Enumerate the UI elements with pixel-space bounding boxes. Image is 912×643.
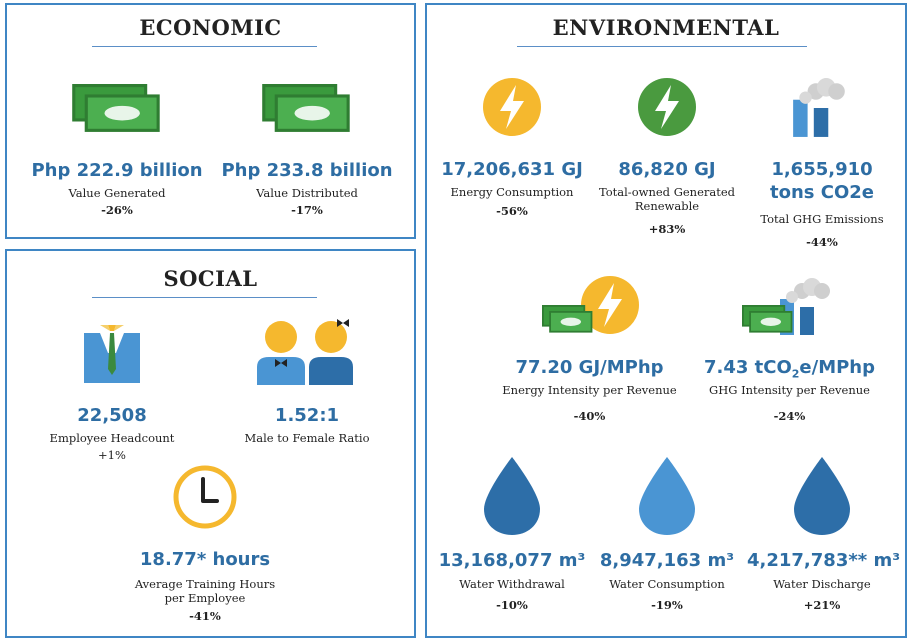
factory-emissions-icon (793, 78, 845, 137)
value-generated-value: Php 222.9 billion (31, 160, 203, 181)
water-drop-icon (639, 457, 695, 535)
value-distributed-change: -17% (291, 203, 323, 217)
employee-headcount-label: Employee Headcount (49, 431, 175, 445)
male-female-label: Male to Female Ratio (244, 431, 370, 445)
water-withdrawal-label: Water Withdrawal (459, 577, 565, 591)
ghg-intensity-label: GHG Intensity per Revenue (709, 383, 870, 397)
water-drop-icon (794, 457, 850, 535)
environmental-title: ENVIRONMENTAL (552, 15, 780, 40)
social-title-rule (92, 297, 317, 298)
value-distributed-value: Php 233.8 billion (221, 160, 393, 181)
value-generated-label: Value Generated (68, 186, 166, 200)
energy-intensity-value: 77.20 GJ/MPhp (515, 357, 664, 378)
money-energy-icon (542, 276, 639, 334)
water-consumption-label: Water Consumption (609, 577, 725, 591)
energy-intensity-change: -40% (573, 409, 606, 423)
economic-title: ECONOMIC (139, 15, 282, 40)
energy-consumption-value: 17,206,631 GJ (441, 159, 583, 180)
energy-intensity-label: Energy Intensity per Revenue (502, 383, 677, 397)
training-hours-value: 18.77* hours (139, 549, 271, 570)
renewable-change: +83% (648, 222, 686, 236)
ghg-emissions-label: Total GHG Emissions (760, 212, 884, 226)
value-distributed-item: Php 233.8 billion Value Distributed -17% (212, 80, 402, 230)
water-discharge-value: 4,217,783** m³ (747, 550, 901, 571)
renewable-value: 86,820 GJ (618, 159, 716, 180)
employee-icon (84, 325, 140, 383)
male-female-value: 1.52:1 (274, 405, 340, 426)
water-discharge-item: 4,217,783** m³ Water Discharge +21% (747, 457, 901, 627)
energy-consumption-change: -56% (496, 204, 528, 218)
water-drop-icon (484, 457, 540, 535)
water-withdrawal-item: 13,168,077 m³ Water Withdrawal -10% (437, 457, 587, 627)
money-factory-icon (742, 278, 830, 335)
ghg-emissions-value-line1: 1,655,910 (771, 159, 873, 180)
environmental-panel: ENVIRONMENTAL 17,206,631 GJ Energy Consu… (425, 3, 907, 638)
ghg-emissions-change: -44% (806, 235, 838, 249)
economic-title-rule (92, 46, 317, 47)
ghg-intensity-change: -24% (773, 409, 806, 423)
training-hours-label-line2: per Employee (164, 591, 246, 605)
ghg-intensity-item: 7.43 tCO2e/MPhp GHG Intensity per Revenu… (702, 275, 877, 435)
economic-panel: ECONOMIC Php 222.9 billion Value Generat… (5, 3, 416, 239)
energy-bolt-icon (483, 78, 541, 136)
employee-headcount-item: 22,508 Employee Headcount +1% (17, 319, 207, 469)
value-generated-item: Php 222.9 billion Value Generated -26% (22, 80, 212, 230)
money-icon (72, 84, 160, 132)
male-female-icon (257, 319, 353, 385)
energy-consumption-item: 17,206,631 GJ Energy Consumption -56% (437, 77, 587, 247)
energy-consumption-label: Energy Consumption (450, 185, 574, 199)
training-hours-change: -41% (189, 609, 221, 623)
ghg-emissions-item: 1,655,910 tons CO2e Total GHG Emissions … (747, 77, 897, 257)
renewable-label-line1: Total-owned Generated (598, 185, 736, 199)
male-female-item: 1.52:1 Male to Female Ratio (212, 319, 402, 469)
value-distributed-label: Value Distributed (256, 186, 358, 200)
clock-icon (173, 465, 237, 529)
renewable-item: 86,820 GJ Total-owned Generated Renewabl… (592, 77, 742, 247)
water-consumption-value: 8,947,163 m³ (599, 550, 735, 571)
renewable-label-line2: Renewable (634, 199, 700, 213)
water-consumption-item: 8,947,163 m³ Water Consumption -19% (592, 457, 742, 627)
training-hours-label-line1: Average Training Hours (134, 577, 276, 591)
social-panel: SOCIAL 22,508 Employee Headcount +1% 1.5… (5, 249, 416, 638)
employee-headcount-value: 22,508 (77, 405, 147, 426)
employee-headcount-change: +1% (98, 448, 126, 462)
training-hours-item: 18.77* hours Average Training Hours per … (110, 465, 300, 635)
ghg-emissions-value-line2: tons CO2e (769, 182, 874, 203)
energy-intensity-item: 77.20 GJ/MPhp Energy Intensity per Reven… (502, 275, 677, 435)
social-title: SOCIAL (163, 266, 258, 291)
value-generated-change: -26% (101, 203, 133, 217)
water-withdrawal-value: 13,168,077 m³ (438, 550, 586, 571)
water-consumption-change: -19% (651, 598, 683, 612)
environmental-title-rule (517, 46, 807, 47)
water-discharge-change: +21% (803, 598, 841, 612)
money-icon (262, 84, 350, 132)
water-discharge-label: Water Discharge (773, 577, 871, 591)
ghg-intensity-value: 7.43 tCO2e/MPhp (703, 357, 876, 381)
renewable-bolt-icon (638, 78, 696, 136)
water-withdrawal-change: -10% (496, 598, 528, 612)
